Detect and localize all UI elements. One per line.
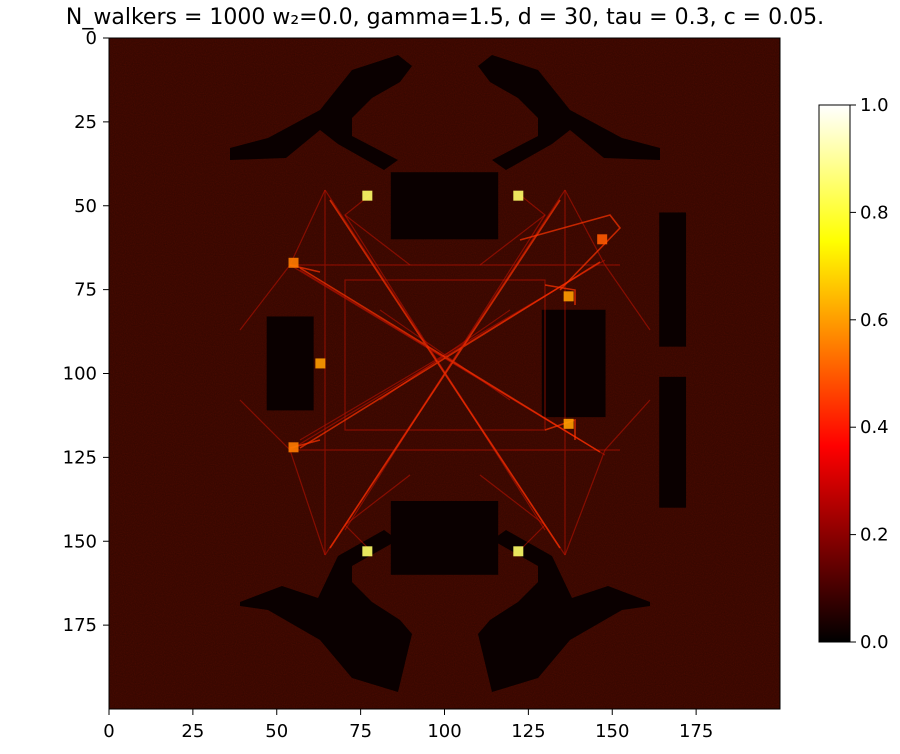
colorbar: 0.0 0.2 0.4 0.6 0.8 1.0 [818, 95, 889, 653]
obstacle-far-right-lower [659, 376, 687, 508]
colorbar-tick-label: 1.0 [860, 95, 889, 116]
x-tick-label: 25 [181, 721, 204, 742]
y-tick-label: 25 [74, 112, 97, 133]
y-tick-label: 150 [63, 531, 97, 552]
x-tick-label: 125 [511, 721, 545, 742]
trace-upper-links [344, 194, 546, 266]
hotspots [288, 190, 608, 557]
colorbar-tick-label: 0.8 [860, 202, 889, 223]
trace-x-diagonal-b [299, 214, 581, 531]
plot-area [109, 38, 780, 709]
obstacle-top-blob [390, 172, 499, 240]
hotspot [288, 257, 299, 268]
obstacle-rects [266, 172, 687, 575]
colorbar-tick-label: 0.2 [860, 525, 889, 546]
x-axis: 0 25 50 75 100 125 150 175 [103, 709, 713, 742]
y-tick-label: 50 [74, 196, 97, 217]
obstacle-arches [230, 55, 660, 692]
hotspot [563, 291, 574, 302]
obstacle-bottom-left-arch [240, 530, 412, 692]
y-tick-label: 125 [63, 447, 97, 468]
x-tick-label: 100 [427, 721, 461, 742]
x-tick-label: 150 [595, 721, 629, 742]
colorbar-tick-label: 0.0 [860, 632, 889, 653]
y-tick-label: 75 [74, 280, 97, 301]
colorbar-ticks: 0.0 0.2 0.4 0.6 0.8 1.0 [850, 95, 889, 653]
y-tick-label: 0 [86, 28, 97, 49]
trace-box [290, 190, 620, 555]
hotspot [362, 190, 373, 201]
chart-title: N_walkers = 1000 w₂=0.0, gamma=1.5, d = … [66, 5, 824, 30]
obstacle-top-left-arch [230, 55, 412, 170]
hotspot [597, 234, 608, 245]
hotspot [513, 190, 524, 201]
obstacle-left-bar [266, 316, 314, 411]
hotspot [513, 546, 524, 557]
trace-bright-mid-right [544, 284, 576, 440]
hotspot [315, 358, 326, 369]
colorbar-tick-label: 0.4 [860, 417, 889, 438]
x-tick-label: 0 [103, 721, 114, 742]
y-tick-label: 100 [63, 364, 97, 385]
obstacle-bottom-blob [390, 500, 499, 575]
trace-bright-top-right [519, 214, 622, 291]
obstacle-right-bar [541, 309, 606, 418]
obstacle-top-right-arch [478, 55, 660, 170]
colorbar-tick-label: 0.6 [860, 310, 889, 331]
obstacle-far-right-upper [659, 212, 687, 347]
y-axis: 0 25 50 75 100 125 150 175 [63, 28, 109, 636]
x-tick-label: 50 [265, 721, 288, 742]
trace-bright-diagonals [299, 199, 601, 549]
x-tick-label: 75 [349, 721, 372, 742]
hotspot [288, 442, 299, 453]
hotspot [362, 546, 373, 557]
hotspot [563, 418, 574, 429]
colorbar-gradient [818, 104, 851, 643]
y-tick-label: 175 [63, 615, 97, 636]
obstacle-bottom-right-arch [478, 530, 650, 692]
x-tick-label: 175 [679, 721, 713, 742]
